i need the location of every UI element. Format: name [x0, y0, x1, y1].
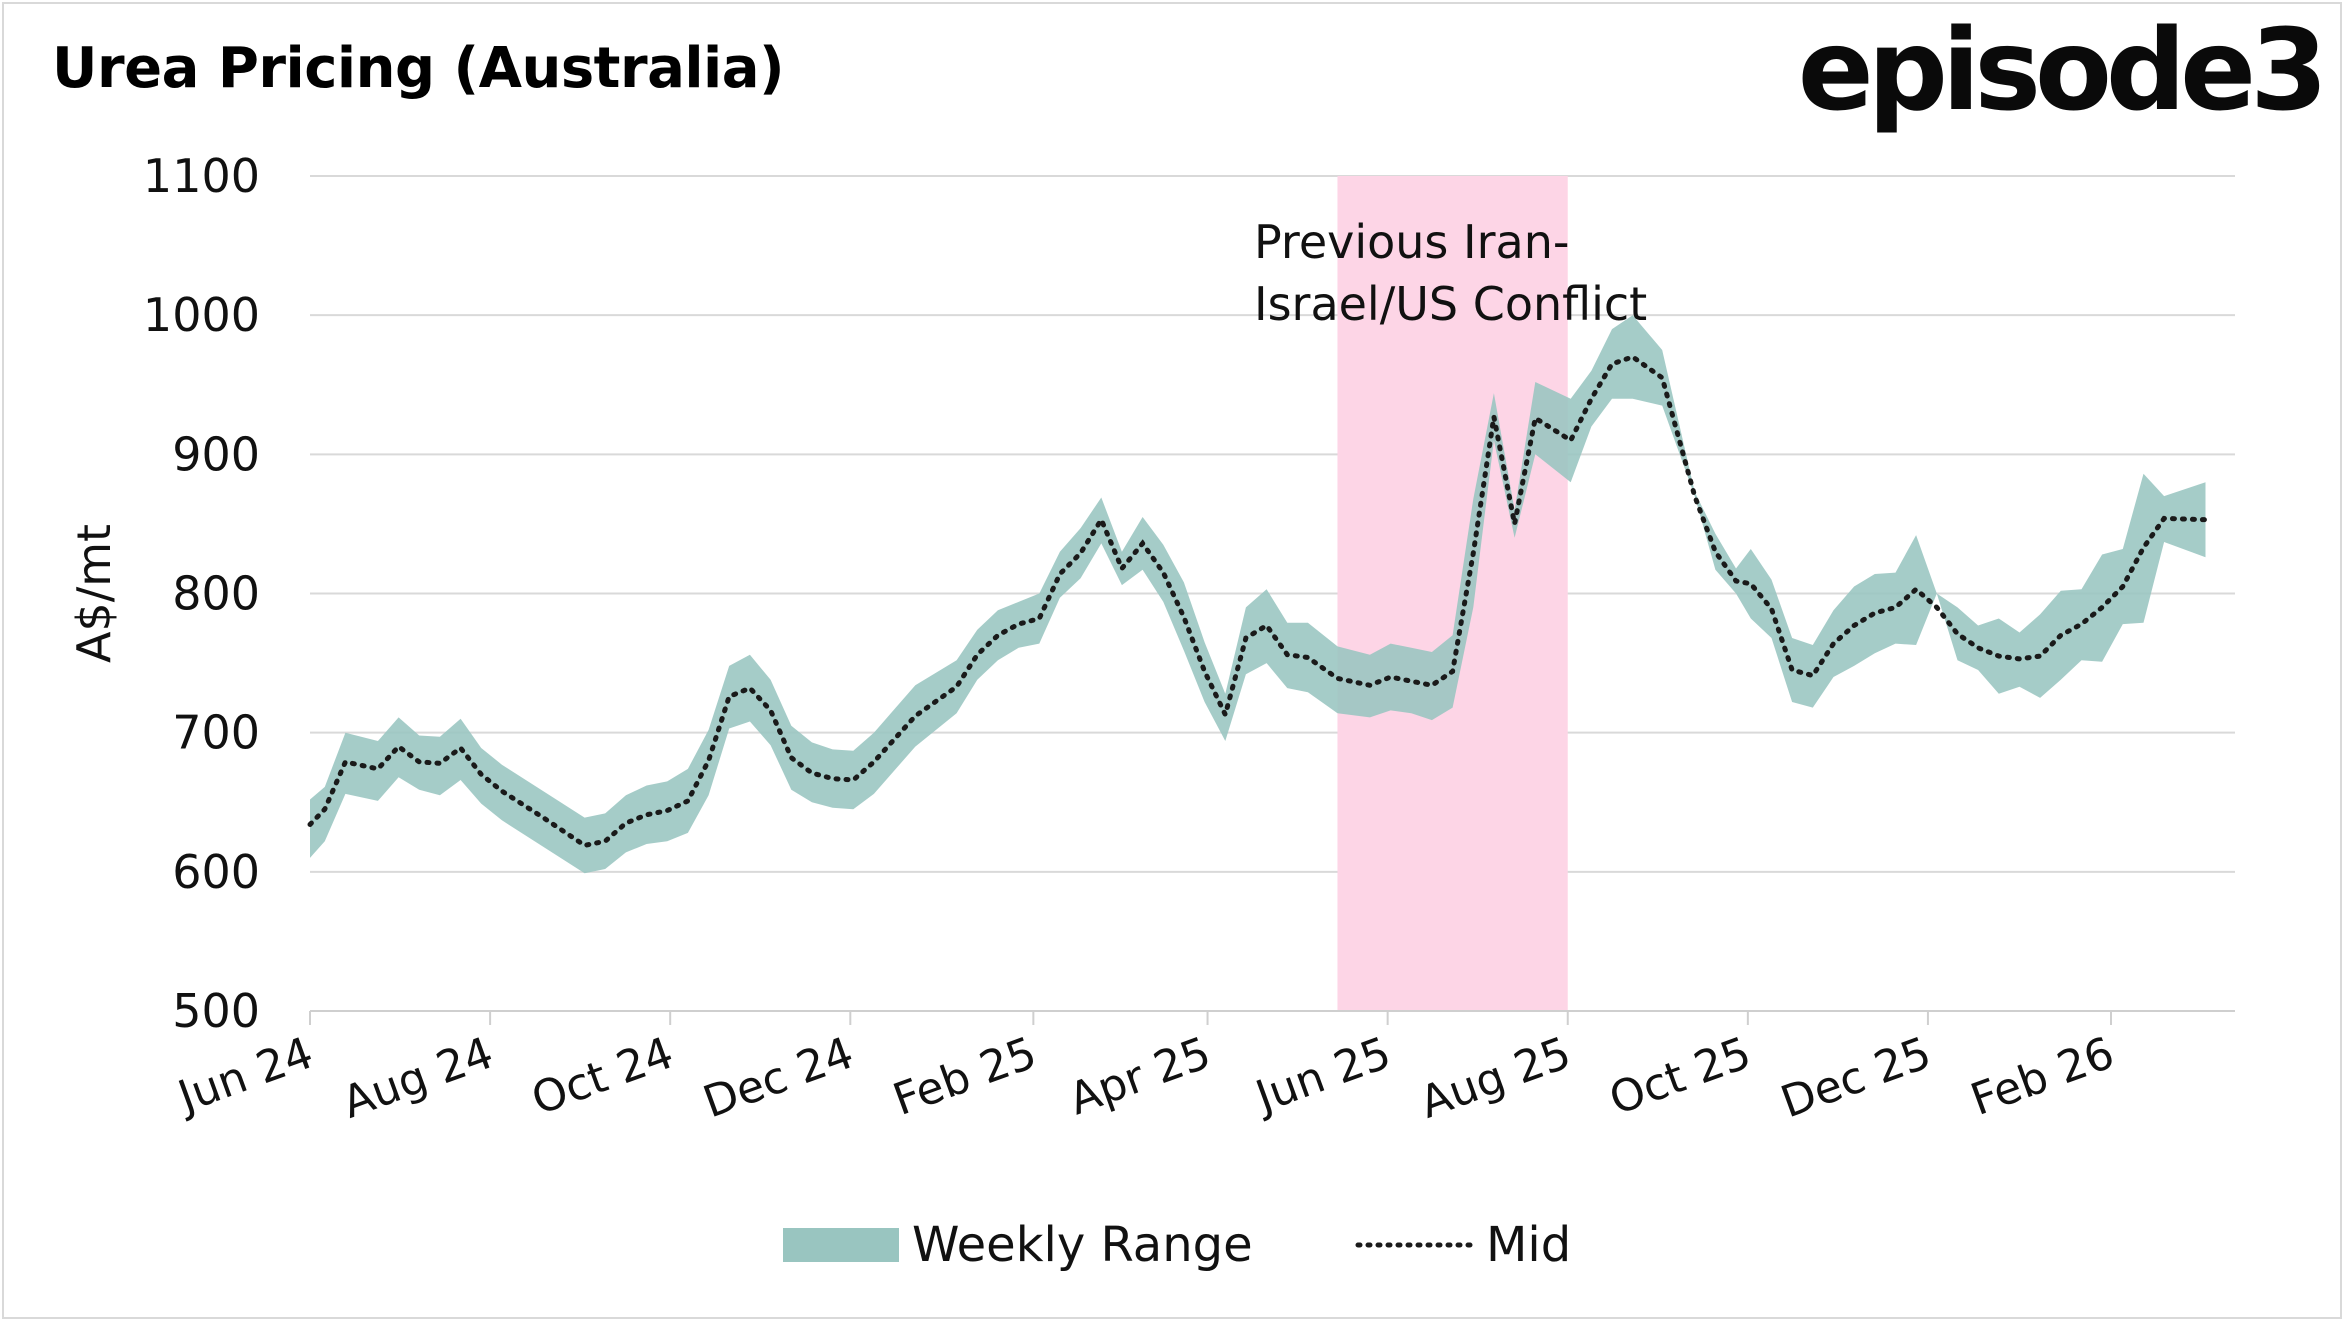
brand-logo: episode3 — [1797, 6, 2328, 136]
legend-swatch-weekly-range — [783, 1228, 899, 1262]
conflict-shaded-region — [1337, 176, 1568, 1011]
x-tick-labels: Jun 24 Aug 24 Oct 24 Dec 24 Feb 25 Apr 25 Jun … — [169, 1027, 2121, 1128]
annotation-line-2: Israel/US Conflict — [1254, 277, 1647, 331]
y-tick-label: 800 — [172, 567, 260, 621]
conflict-annotation: Previous Iran- Israel/US Conflict — [1254, 215, 1647, 331]
y-tick-labels: 500 600 700 800 900 1000 1100 — [143, 149, 260, 1038]
legend-label-mid: Mid — [1486, 1217, 1571, 1273]
chart-title: Urea Pricing (Australia) — [52, 36, 785, 101]
y-tick-label: 900 — [172, 427, 260, 481]
x-tick-label: Dec 25 — [1774, 1027, 1937, 1128]
x-tick-label: Apr 25 — [1063, 1027, 1218, 1125]
mid-series-line — [307, 354, 2208, 849]
x-tick-label: Dec 24 — [697, 1027, 860, 1128]
x-tick-label: Feb 25 — [887, 1027, 1043, 1126]
x-tick-label: Jun 25 — [1247, 1027, 1398, 1123]
x-tick-label: Aug 25 — [1414, 1027, 1578, 1128]
x-tick-label: Feb 26 — [1964, 1027, 2120, 1126]
legend: Weekly Range Mid — [783, 1217, 1571, 1273]
y-tick-label: 700 — [172, 706, 260, 760]
legend-label-weekly-range: Weekly Range — [912, 1217, 1253, 1273]
y-tick-label: 500 — [172, 984, 260, 1038]
x-tick-label: Jun 24 — [169, 1027, 320, 1123]
x-tick-label: Oct 25 — [1603, 1027, 1758, 1125]
y-tick-label: 1100 — [143, 149, 260, 203]
y-axis-label: A$/mt — [67, 524, 121, 663]
axes — [309, 1010, 2235, 1025]
y-tick-label: 600 — [172, 845, 260, 899]
x-tick-label: Oct 24 — [525, 1027, 680, 1125]
x-tick-label: Aug 24 — [336, 1027, 500, 1128]
annotation-line-1: Previous Iran- — [1254, 215, 1569, 269]
y-tick-label: 1000 — [143, 288, 260, 342]
weekly-range-band — [310, 315, 2206, 874]
